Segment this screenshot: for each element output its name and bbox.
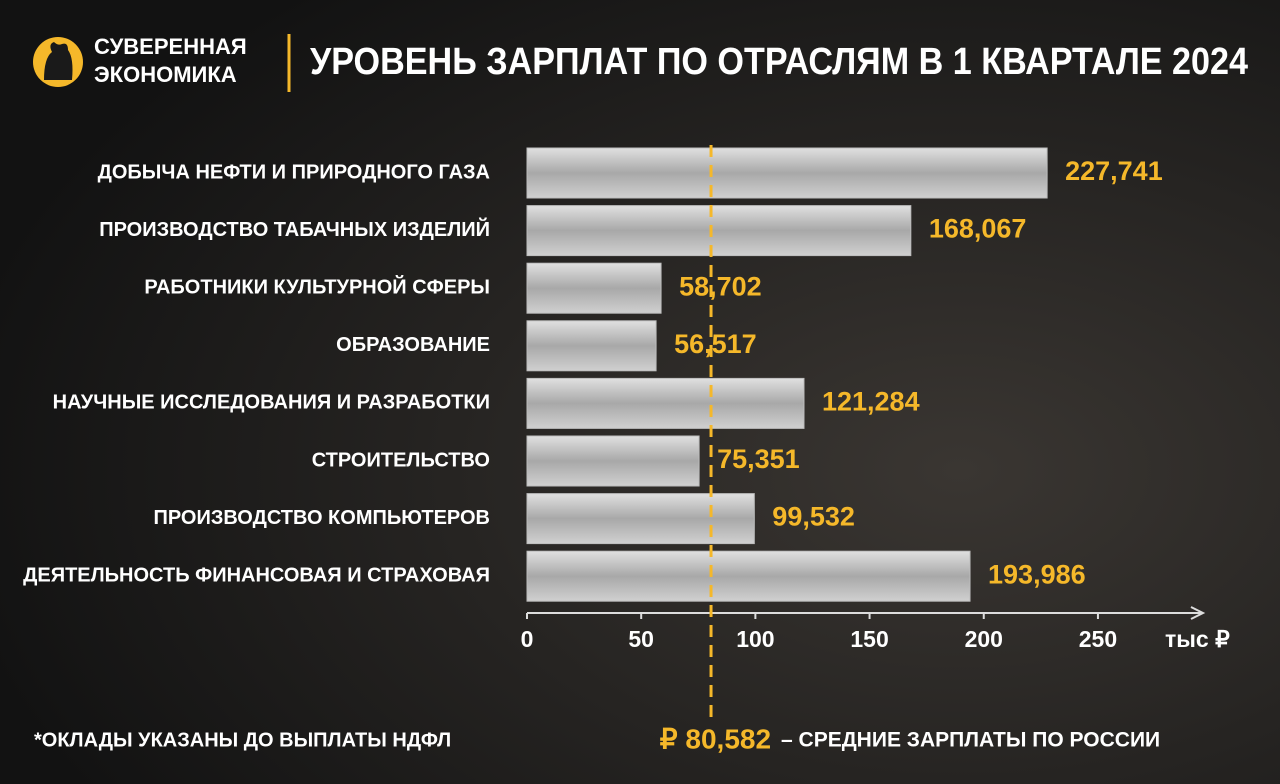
x-tick-label: 50 <box>628 626 654 652</box>
category-label: СТРОИТЕЛЬСТВО <box>312 449 490 471</box>
value-label: 193,986 <box>988 559 1086 589</box>
reference-label: ₽ 80,582 <box>660 723 771 754</box>
value-label: 227,741 <box>1065 156 1163 186</box>
bar <box>526 550 971 602</box>
category-label: РАБОТНИКИ КУЛЬТУРНОЙ СФЕРЫ <box>144 274 490 298</box>
bar <box>526 147 1048 199</box>
x-tick-label: 250 <box>1079 626 1117 652</box>
bar <box>526 435 700 487</box>
x-tick-label: 100 <box>736 626 774 652</box>
value-label: 99,532 <box>772 502 855 532</box>
value-label: 56,517 <box>674 329 757 359</box>
axis-arrow <box>1190 606 1206 620</box>
category-label: ДЕЯТЕЛЬНОСТЬ ФИНАНСОВАЯ И СТРАХОВАЯ <box>23 564 490 586</box>
bar <box>526 262 662 314</box>
category-label: ПРОИЗВОДСТВО КОМПЬЮТЕРОВ <box>153 507 490 529</box>
bar <box>526 205 912 257</box>
bar <box>526 493 755 545</box>
chart-title: УРОВЕНЬ ЗАРПЛАТ ПО ОТРАСЛЯМ В 1 КВАРТАЛЕ… <box>310 41 1248 83</box>
reference-text: – СРЕДНИЕ ЗАРПЛАТЫ ПО РОССИИ <box>781 729 1160 752</box>
x-axis-label: тыс ₽ <box>1165 626 1230 652</box>
value-label: 58,702 <box>679 271 762 301</box>
value-label: 121,284 <box>822 387 920 417</box>
x-tick-label: 150 <box>850 626 888 652</box>
bar <box>526 377 805 429</box>
value-label: 75,351 <box>717 444 800 474</box>
logo <box>33 37 83 87</box>
x-tick-label: 0 <box>521 626 534 652</box>
value-label: 168,067 <box>929 214 1027 244</box>
brand-line: ЭКОНОМИКА <box>94 62 237 87</box>
bar <box>526 320 657 372</box>
category-label: ДОБЫЧА НЕФТИ И ПРИРОДНОГО ГАЗА <box>98 161 490 183</box>
footnote: *ОКЛАДЫ УКАЗАНЫ ДО ВЫПЛАТЫ НДФЛ <box>34 729 451 751</box>
brand-line: СУВЕРЕННАЯ <box>94 34 247 59</box>
logo-bear <box>44 42 73 80</box>
category-label: НАУЧНЫЕ ИССЛЕДОВАНИЯ И РАЗРАБОТКИ <box>53 392 490 414</box>
category-label: ОБРАЗОВАНИЕ <box>336 334 490 356</box>
category-label: ПРОИЗВОДСТВО ТАБАЧНЫХ ИЗДЕЛИЙ <box>99 217 490 241</box>
x-tick-label: 200 <box>965 626 1003 652</box>
